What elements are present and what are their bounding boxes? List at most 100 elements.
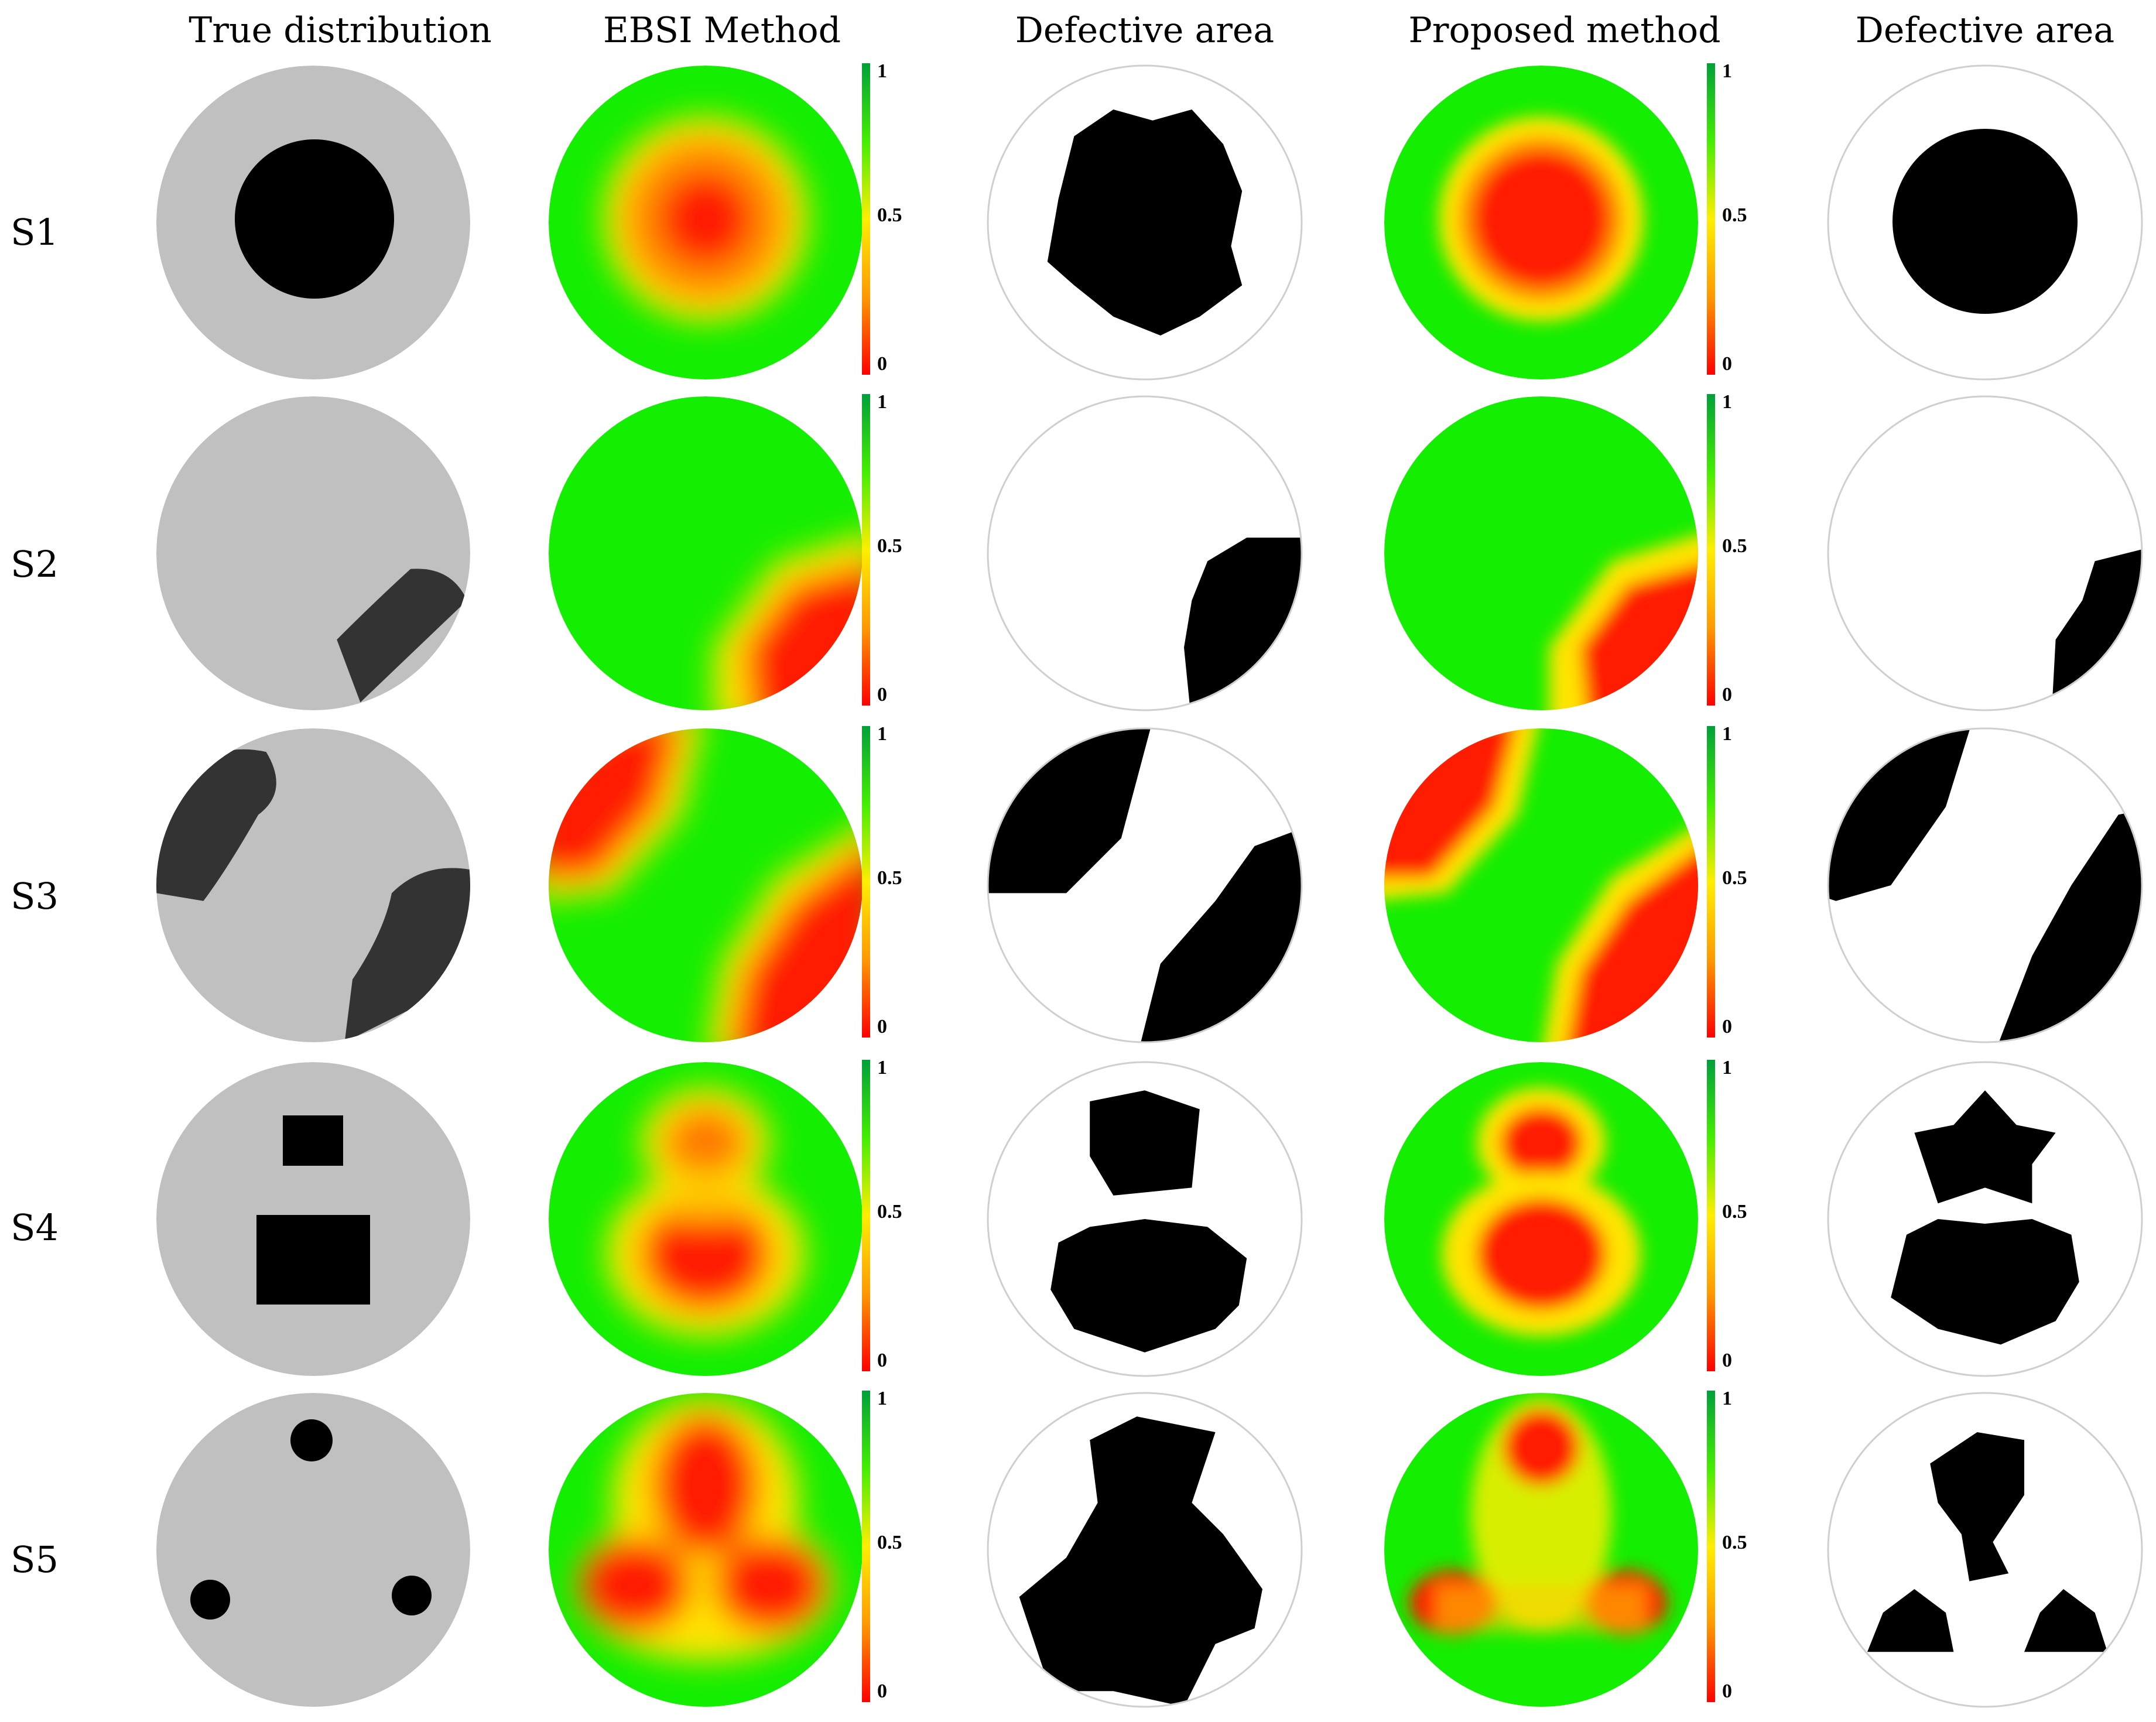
map-intensity [603, 117, 808, 321]
defect-blob-bottom [1891, 1219, 2079, 1345]
colorbar-gradient [1707, 726, 1715, 1038]
proposed-colorbar-s1: 10.50 [1707, 60, 1747, 375]
proposed-colorbar-s4: 10.50 [1707, 1057, 1747, 1371]
defect-blob-top [1914, 1090, 2056, 1204]
proposed-map-s4 [1384, 1062, 1698, 1376]
proposed-colorbar-s2: 10.50 [1707, 391, 1747, 706]
defect-blob-right [2024, 1589, 2107, 1652]
colorbar-tick-label: 0.5 [1722, 204, 1747, 226]
row-label-s1: S1 [11, 211, 59, 254]
ebsi-map-s4 [549, 1062, 863, 1376]
defect-small-square [283, 1115, 343, 1166]
defect-blob-bottom [1050, 1219, 1247, 1353]
proposed-defect-s1 [1828, 66, 2142, 379]
sample-outline [987, 727, 1303, 1043]
colorbar-tick-label: 0 [1722, 1350, 1732, 1371]
map-intensity [577, 1398, 834, 1661]
colorbar-tick-label: 1 [1722, 1057, 1732, 1079]
defect-blob-top [1090, 1090, 1200, 1196]
colorbar-gradient [862, 726, 870, 1038]
proposed-defect-s2 [1828, 396, 2142, 710]
colorbar-tick-label: 0.5 [1722, 867, 1747, 889]
true-distribution-s1 [156, 66, 470, 379]
defect-large-square [256, 1215, 370, 1305]
row-label-s2: S2 [11, 543, 59, 586]
colorbar-gradient [862, 1060, 870, 1371]
ebsi-colorbar-s3: 10.50 [862, 723, 902, 1038]
colorbar-gradient [1707, 1391, 1715, 1702]
sample-disk [156, 1393, 470, 1707]
defect-hole-top [290, 1419, 333, 1461]
sample-outline [1827, 1061, 2143, 1377]
sample-outline [987, 395, 1303, 711]
colorbar-tick-label: 0 [877, 1350, 887, 1371]
colorbar-tick-label: 0 [877, 1016, 887, 1038]
colorbar-gradient [862, 1391, 870, 1702]
defect-region [337, 569, 467, 703]
sample-outline [1827, 1392, 2143, 1708]
true-distribution-s4 [156, 1062, 470, 1376]
row-label-s4: S4 [11, 1206, 59, 1249]
sample-outline [1827, 64, 2143, 381]
colorbar-tick-label: 0.5 [1722, 535, 1747, 557]
proposed-colorbar-s5: 10.50 [1707, 1388, 1747, 1702]
ebsi-defect-s5 [988, 1393, 1302, 1707]
colorbar-tick-label: 0.5 [1722, 1201, 1747, 1223]
proposed-defect-s5 [1828, 1393, 2142, 1707]
column-title-proposed-method: Proposed method [1408, 10, 1720, 51]
map-intensity [1442, 1087, 1641, 1336]
column-title-ebsi-method: EBSI Method [603, 10, 841, 51]
defect-circle [235, 139, 394, 299]
colorbar-tick-label: 0.5 [1722, 1532, 1747, 1553]
row-label-s3: S3 [11, 875, 59, 918]
ebsi-map-s1 [549, 66, 863, 379]
proposed-map-s1 [1384, 66, 1698, 379]
true-distribution-s3 [156, 728, 470, 1042]
map-intensity [1409, 1398, 1667, 1635]
colorbar-tick-label: 0.5 [877, 1532, 902, 1553]
defect-hole-right [392, 1576, 432, 1615]
ebsi-colorbar-s5: 10.50 [862, 1388, 902, 1702]
proposed-map-s5 [1384, 1393, 1698, 1707]
colorbar-tick-label: 1 [1722, 391, 1732, 413]
colorbar-tick-label: 0 [1722, 684, 1732, 706]
colorbar-tick-label: 1 [1722, 723, 1732, 745]
colorbar-tick-label: 1 [877, 1388, 887, 1409]
colorbar-tick-label: 0 [877, 1680, 887, 1702]
sample-disk [156, 396, 470, 710]
colorbar-gradient [1707, 394, 1715, 706]
ebsi-colorbar-s2: 10.50 [862, 391, 902, 706]
sample-outline [1827, 727, 2143, 1043]
column-title-true-distribution: True distribution [189, 10, 491, 51]
colorbar-tick-label: 0 [1722, 1680, 1732, 1702]
proposed-defect-s3 [1828, 728, 2142, 1042]
row-label-s5: S5 [11, 1538, 59, 1581]
colorbar-gradient [1707, 63, 1715, 375]
colorbar-tick-label: 1 [877, 391, 887, 413]
map-intensity [1439, 117, 1644, 321]
sample-outline [987, 1061, 1303, 1377]
colorbar-tick-label: 0.5 [877, 1201, 902, 1223]
true-distribution-s2 [156, 396, 470, 710]
colorbar-gradient [862, 394, 870, 706]
ebsi-colorbar-s4: 10.50 [862, 1057, 902, 1371]
sample-outline [987, 1392, 1303, 1708]
column-title-defective-area-ebsi: Defective area [1015, 10, 1274, 51]
colorbar-gradient [1707, 1060, 1715, 1371]
proposed-map-s2 [1384, 396, 1698, 710]
defect-blob [1893, 129, 2078, 314]
proposed-map-s3 [1384, 728, 1698, 1042]
true-distribution-s5 [156, 1393, 470, 1707]
colorbar-tick-label: 0.5 [877, 867, 902, 889]
defect-blob [1019, 1416, 1262, 1707]
ebsi-defect-s1 [988, 66, 1302, 379]
defect-region-lower-right [344, 868, 470, 1042]
sample-outline [1827, 395, 2143, 711]
defect-blob [1047, 109, 1243, 336]
colorbar-gradient [862, 63, 870, 375]
proposed-colorbar-s3: 10.50 [1707, 723, 1747, 1038]
colorbar-tick-label: 0 [1722, 1016, 1732, 1038]
defect-hole-left [190, 1580, 230, 1620]
colorbar-tick-label: 0 [1722, 353, 1732, 375]
